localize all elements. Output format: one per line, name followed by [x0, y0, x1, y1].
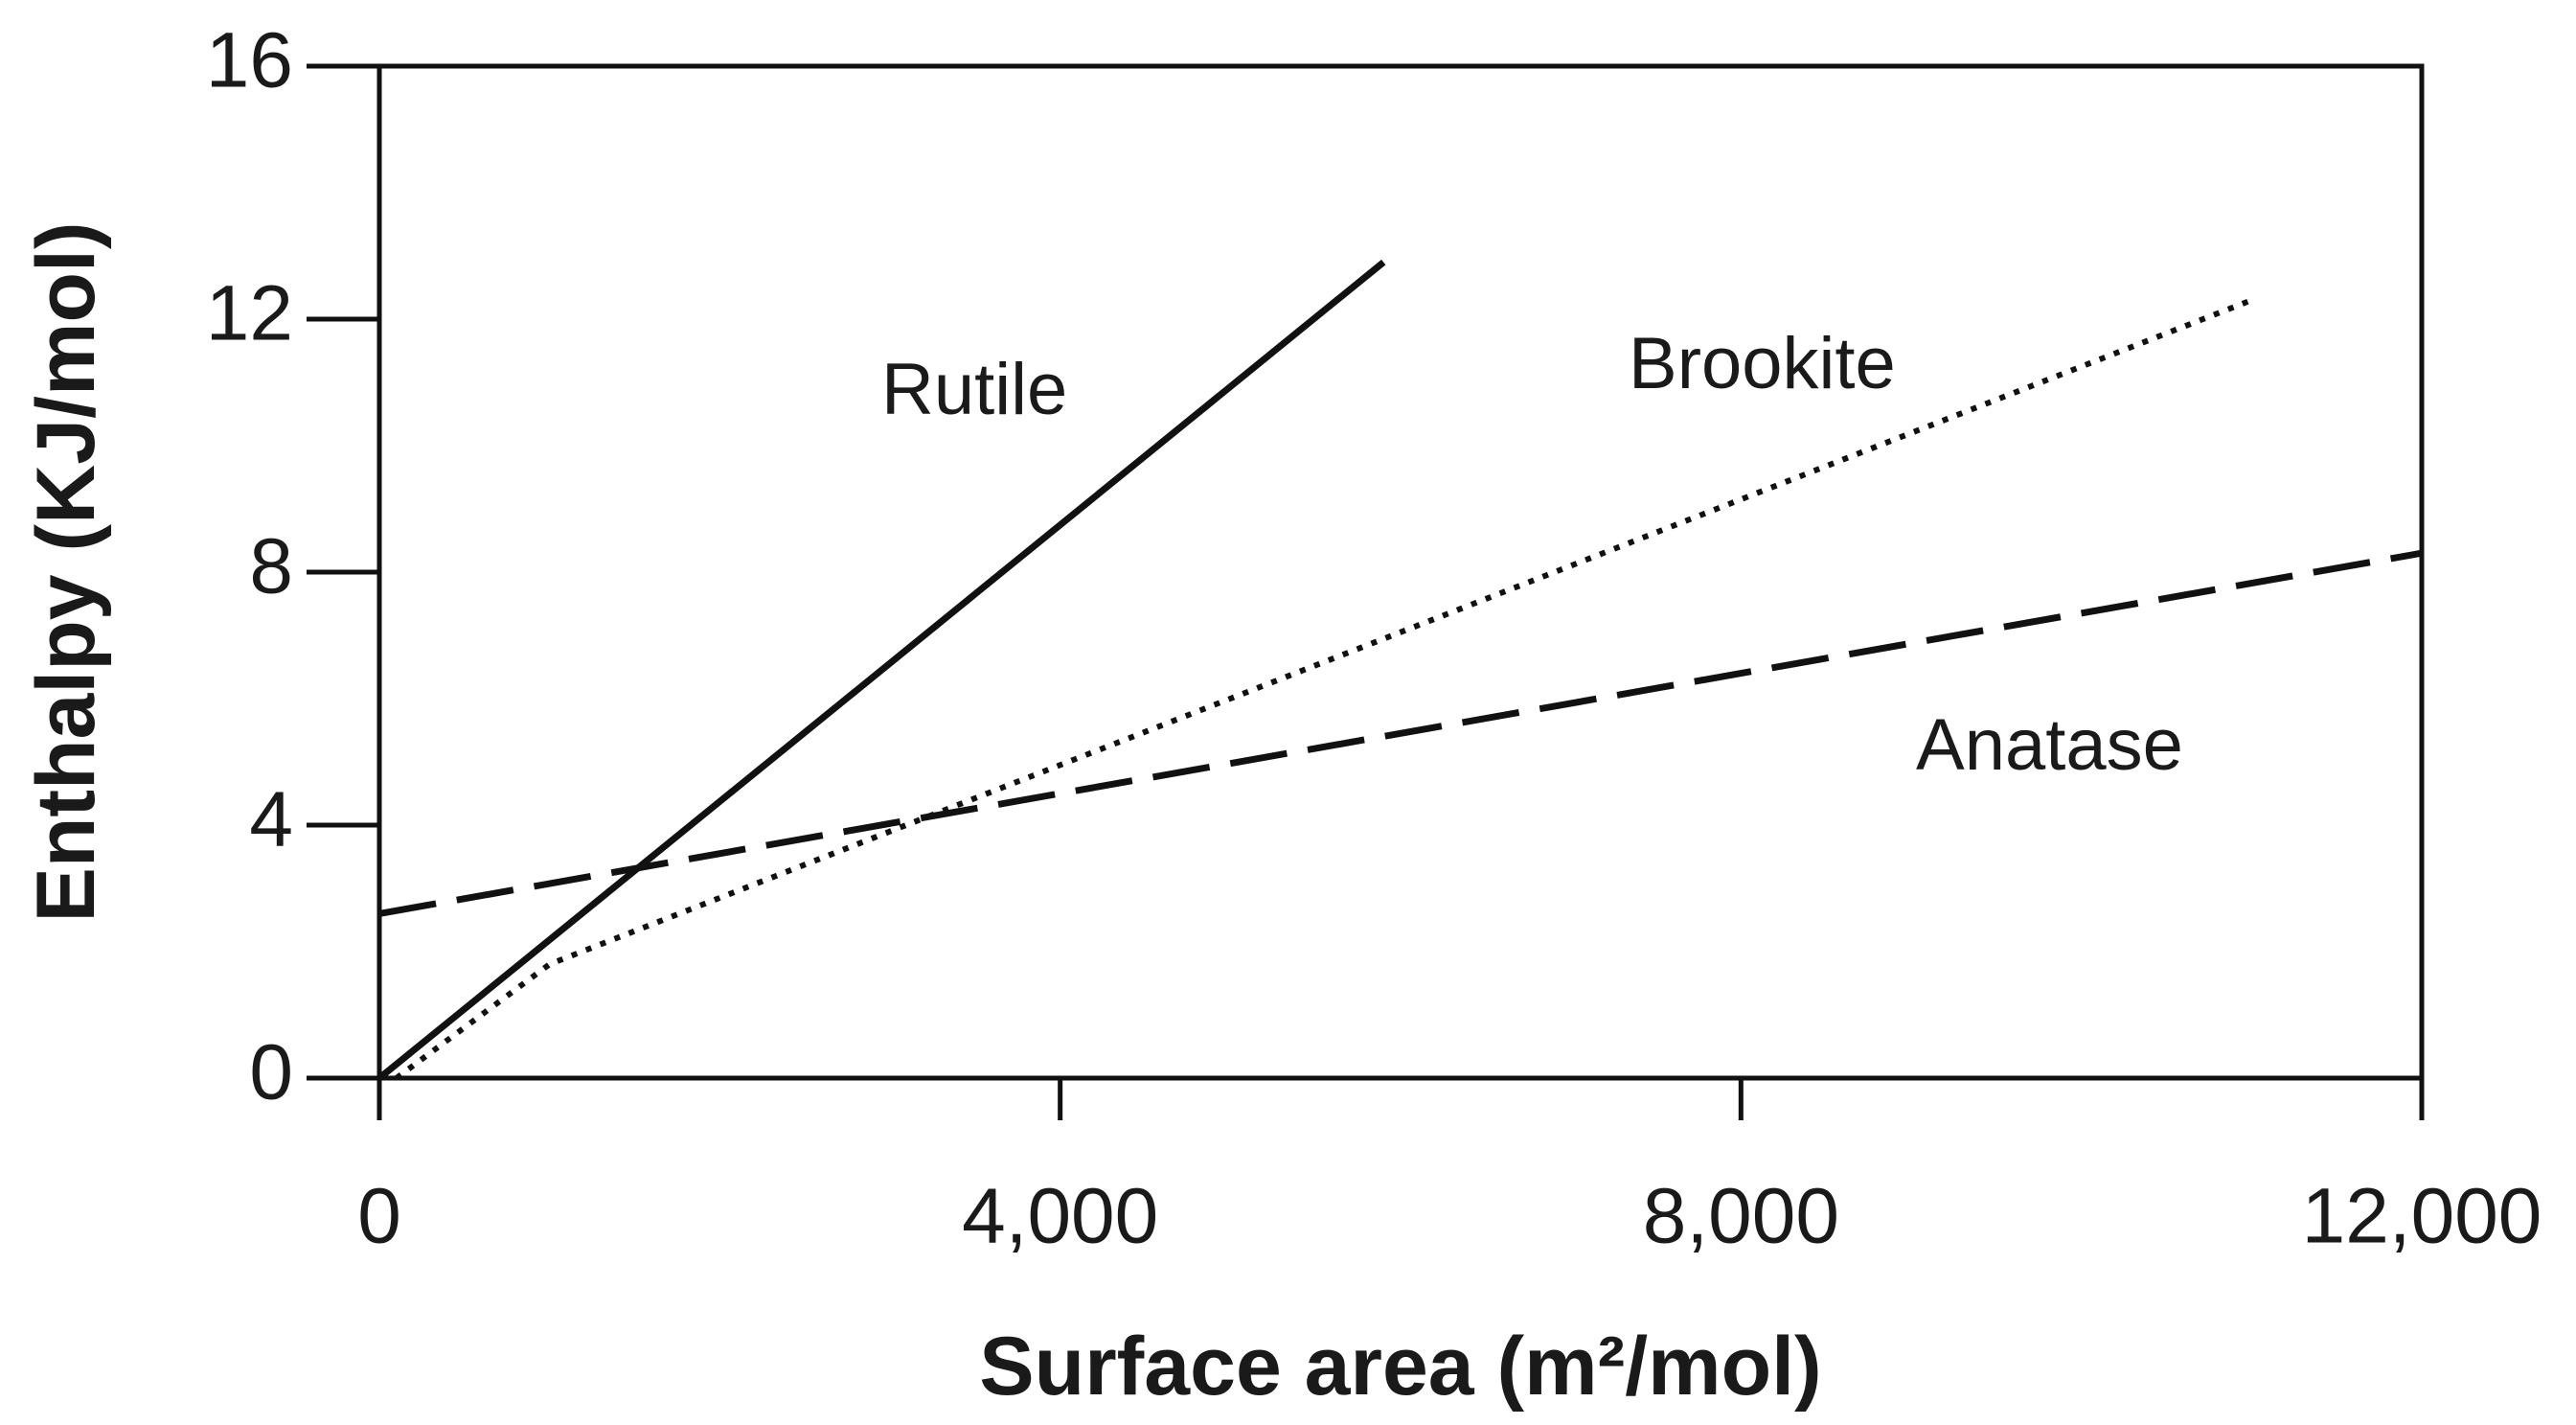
series-line [378, 549, 2423, 917]
y-tick-label: 4 [249, 776, 293, 863]
series-label: Anatase [1916, 704, 2183, 786]
y-tick-label: 12 [206, 270, 293, 357]
series-line [376, 259, 1386, 1081]
x-tick-label: 0 [357, 1173, 401, 1260]
y-tick-label: 8 [249, 523, 293, 610]
plot-frame [376, 63, 2425, 1081]
series-line [394, 297, 2253, 1081]
series-label: Rutile [881, 349, 1067, 430]
y-axis-title: Enthalpy (KJ/mol) [20, 221, 112, 922]
x-tick-label: 8,000 [1643, 1173, 1839, 1260]
x-axis-title: Surface area (m²/mol) [979, 1321, 1821, 1413]
x-tick-label: 4,000 [962, 1173, 1158, 1260]
y-tick-label: 16 [206, 17, 293, 104]
y-tick-label: 0 [249, 1029, 293, 1116]
x-tick-label: 12,000 [2302, 1173, 2542, 1260]
series-label: Brookite [1629, 323, 1896, 404]
